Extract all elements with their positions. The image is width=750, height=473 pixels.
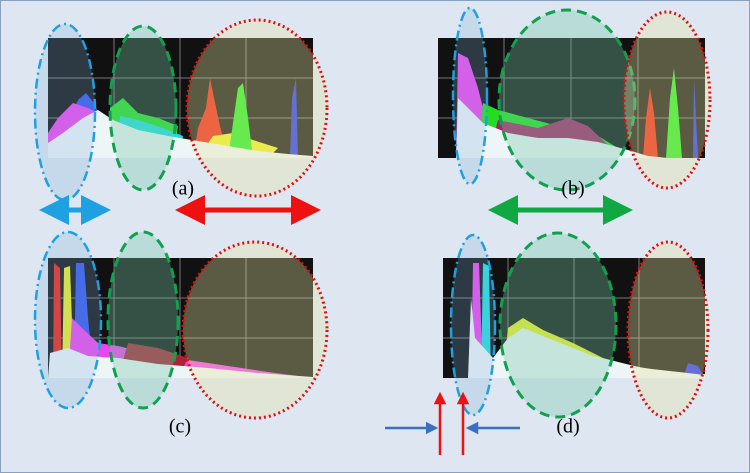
ellipse — [498, 231, 618, 419]
histogram-c — [48, 258, 313, 378]
panel-label: (d) — [556, 416, 579, 438]
ellipse — [622, 10, 712, 190]
ellipse — [33, 22, 97, 202]
ellipse — [497, 8, 637, 192]
ellipse — [185, 18, 329, 198]
histogram-d — [443, 258, 705, 378]
ellipse — [449, 233, 497, 417]
panel-label: (c) — [169, 416, 191, 438]
panel-label: (a) — [172, 178, 194, 200]
ellipse — [181, 240, 329, 420]
ellipse — [106, 230, 180, 410]
ellipse — [33, 230, 103, 410]
ellipse — [108, 24, 178, 192]
ellipse — [451, 6, 489, 186]
ellipse — [626, 240, 710, 420]
histogram-b — [438, 38, 705, 158]
panel-label: (b) — [561, 178, 584, 200]
